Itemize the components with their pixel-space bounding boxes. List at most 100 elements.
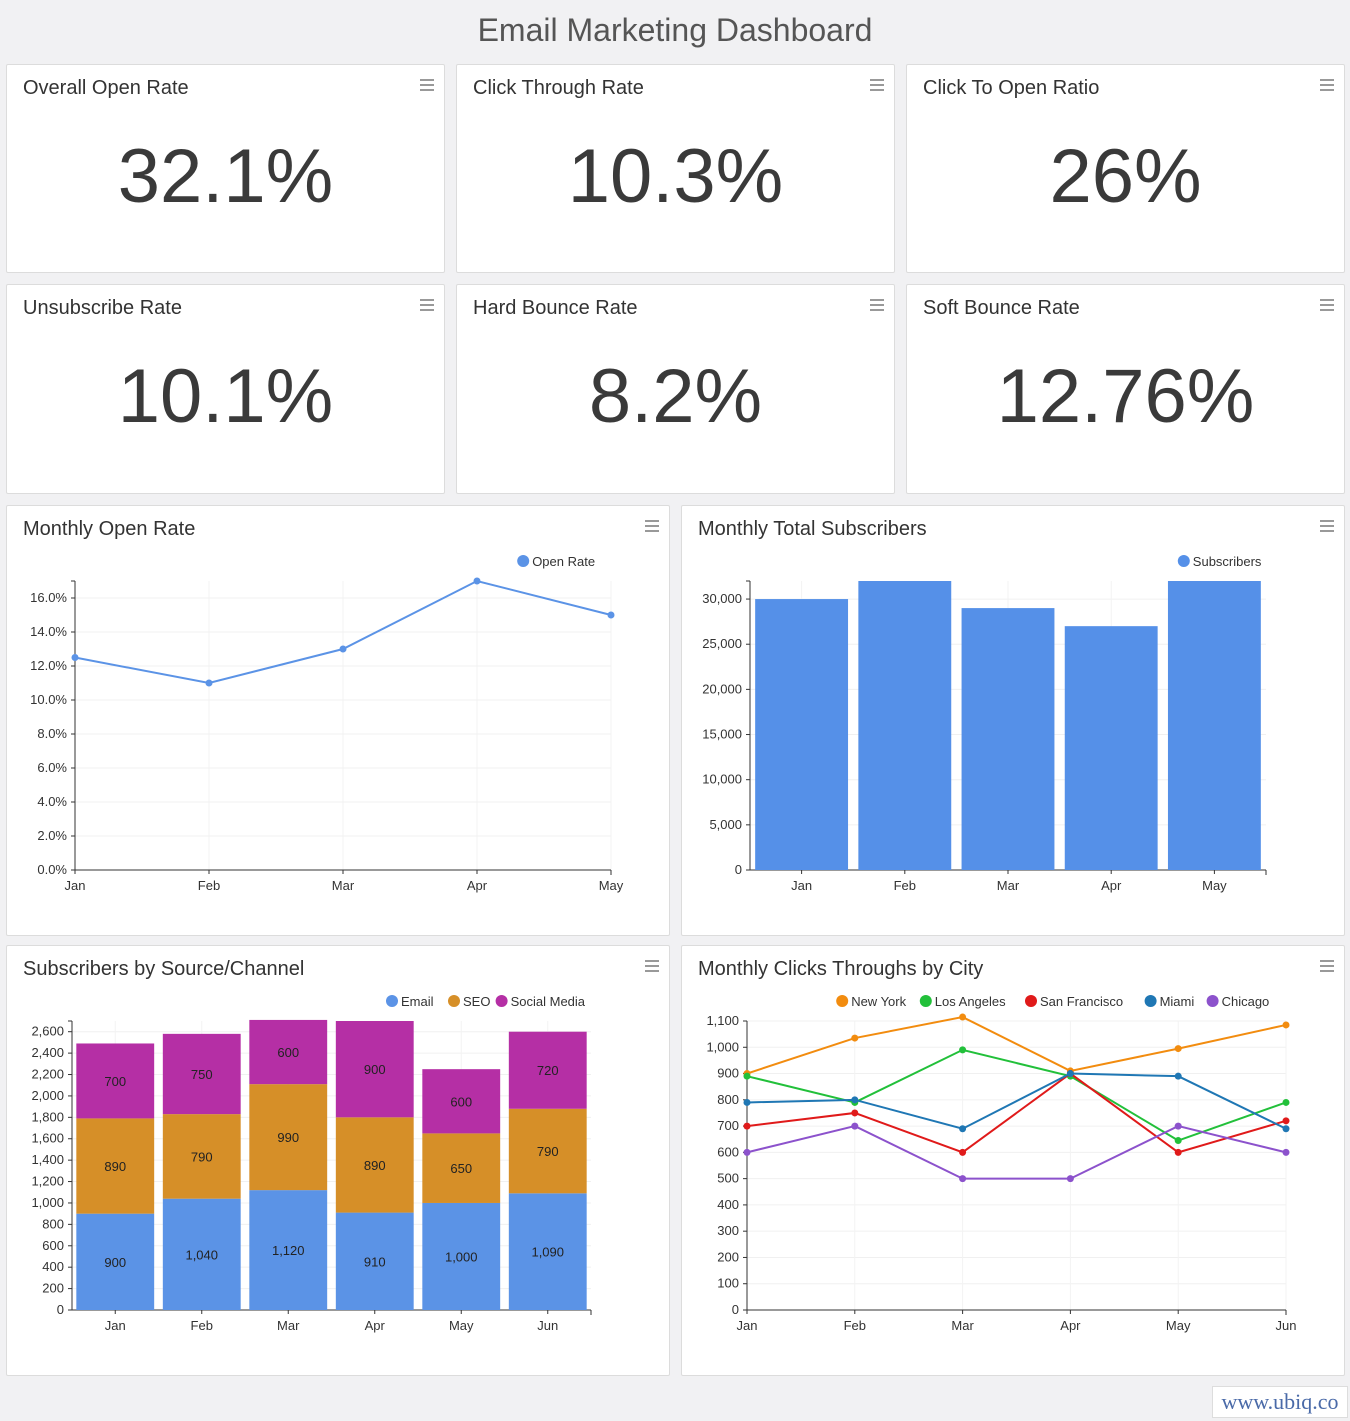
- data-point: [959, 1148, 967, 1156]
- legend-label: Miami: [1160, 994, 1195, 1009]
- menu-icon[interactable]: [1320, 299, 1334, 311]
- x-tick-label: Jan: [737, 1318, 758, 1333]
- legend-label: Social Media: [511, 994, 586, 1009]
- y-tick-label: 300: [717, 1223, 739, 1238]
- kpi-value: 32.1%: [117, 134, 334, 219]
- data-label: 900: [104, 1255, 126, 1270]
- bar-segment: [76, 1043, 155, 1119]
- legend-swatch: [1206, 995, 1219, 1007]
- data-point: [959, 1175, 967, 1183]
- series-line: [746, 1048, 1287, 1142]
- x-tick-label: Jan: [791, 878, 812, 893]
- x-tick-label: Feb: [894, 878, 916, 893]
- x-tick-label: Apr: [1060, 1318, 1081, 1333]
- x-tick-label: Apr: [467, 878, 488, 893]
- menu-icon[interactable]: [1320, 960, 1334, 972]
- bar-segment: [76, 1118, 155, 1214]
- kpi-title: Click Through Rate: [473, 77, 644, 99]
- menu-icon[interactable]: [870, 79, 884, 91]
- kpi-card-hard-bounce-rate: Hard Bounce Rate 8.2%: [456, 284, 895, 494]
- y-tick-label: 2.0%: [37, 828, 67, 843]
- bar-segment: [508, 1108, 587, 1194]
- data-label: 1,000: [445, 1249, 478, 1264]
- data-point: [1174, 1072, 1182, 1080]
- menu-icon[interactable]: [870, 299, 884, 311]
- data-point: [71, 654, 79, 661]
- menu-icon[interactable]: [420, 299, 434, 311]
- kpi-card-unsubscribe-rate: Unsubscribe Rate 10.1%: [6, 284, 445, 494]
- menu-icon[interactable]: [1320, 520, 1334, 532]
- chart-title: Monthly Open Rate: [23, 518, 196, 540]
- y-tick-label: 700: [717, 1118, 739, 1133]
- legend-label: Los Angeles: [935, 994, 1006, 1009]
- y-tick-label: 1,200: [31, 1174, 64, 1189]
- chart-title: Monthly Clicks Throughs by City: [698, 958, 984, 980]
- kpi-title: Soft Bounce Rate: [923, 297, 1080, 319]
- y-tick-label: 2,000: [31, 1088, 64, 1103]
- x-tick-label: Jun: [1276, 1318, 1297, 1333]
- kpi-title: Hard Bounce Rate: [473, 297, 638, 319]
- chart-card-monthly-total-subscribers: Monthly Total Subscribers 0 5,000 10,000 15…: [681, 505, 1345, 936]
- data-label: 720: [537, 1063, 559, 1078]
- data-point: [1174, 1137, 1182, 1145]
- source-stacked-bar-chart: 0 200 400 600 800 1,000 1,200 1,400 1,600 1,800 2,…: [31, 994, 592, 1333]
- y-tick-label: 1,100: [706, 1013, 739, 1028]
- y-tick-label: 1,800: [31, 1109, 64, 1124]
- data-point: [959, 1013, 967, 1021]
- data-label: 700: [104, 1074, 126, 1089]
- legend-swatch: [495, 995, 508, 1007]
- bar-segment: [162, 1198, 241, 1310]
- data-point: [1174, 1045, 1182, 1053]
- legend-swatch: [448, 995, 460, 1007]
- open-rate-line-chart: 0.0% 2.0% 4.0% 6.0% 8.0% 10.0% 12.0% 14.0% 16.0%…: [30, 554, 624, 893]
- y-tick-label: 1,000: [706, 1039, 739, 1054]
- menu-icon[interactable]: [645, 520, 659, 532]
- watermark-link[interactable]: www.ubiq.co: [1212, 1386, 1348, 1418]
- subscribers-bar-chart: 0 5,000 10,000 15,000 20,000 25,000 30,000 Jan F…: [702, 554, 1267, 893]
- menu-icon[interactable]: [1320, 79, 1334, 91]
- data-point: [743, 1072, 751, 1080]
- series-line: [746, 1072, 1287, 1154]
- x-tick-label: Jan: [65, 878, 86, 893]
- page-title: Email Marketing Dashboard: [477, 12, 873, 48]
- y-tick-label: 200: [717, 1249, 739, 1264]
- y-tick-label: 0: [735, 862, 742, 877]
- menu-icon[interactable]: [420, 79, 434, 91]
- y-tick-label: 12.0%: [30, 658, 67, 673]
- bar-segment: [508, 1193, 587, 1310]
- y-tick-label: 30,000: [702, 591, 742, 606]
- legend-swatch: [1144, 995, 1157, 1007]
- y-tick-label: 4.0%: [37, 794, 67, 809]
- data-label: 750: [191, 1067, 213, 1082]
- bar-segment: [76, 1213, 155, 1310]
- legend-swatch: [517, 555, 530, 567]
- legend-label: New York: [851, 994, 906, 1009]
- y-tick-label: 800: [42, 1216, 64, 1231]
- kpi-card-click-to-open-ratio: Click To Open Ratio 26%: [906, 64, 1345, 273]
- bar-segment: [335, 1021, 414, 1118]
- data-point: [1282, 1117, 1290, 1125]
- y-tick-label: 600: [717, 1144, 739, 1159]
- kpi-value: 10.1%: [117, 354, 334, 439]
- y-tick-label: 14.0%: [30, 624, 67, 639]
- y-tick-label: 6.0%: [37, 760, 67, 775]
- x-tick-label: Mar: [277, 1318, 300, 1333]
- data-point: [1282, 1125, 1290, 1133]
- data-point: [1282, 1021, 1290, 1029]
- legend-label: Subscribers: [1193, 554, 1262, 569]
- data-label: 650: [450, 1161, 472, 1176]
- data-label: 790: [537, 1144, 559, 1159]
- y-tick-label: 25,000: [702, 636, 742, 651]
- y-tick-label: 1,400: [31, 1152, 64, 1167]
- kpi-card-open-rate: Overall Open Rate 32.1%: [6, 64, 445, 273]
- bar-segment: [162, 1114, 241, 1199]
- kpi-card-click-through-rate: Click Through Rate 10.3%: [456, 64, 895, 273]
- kpi-title: Unsubscribe Rate: [23, 297, 182, 319]
- bar: [755, 599, 849, 870]
- bar: [1064, 626, 1158, 870]
- data-point: [743, 1098, 751, 1106]
- kpi-title: Overall Open Rate: [23, 77, 189, 99]
- x-tick-label: Apr: [1101, 878, 1122, 893]
- data-point: [851, 1034, 859, 1042]
- menu-icon[interactable]: [645, 960, 659, 972]
